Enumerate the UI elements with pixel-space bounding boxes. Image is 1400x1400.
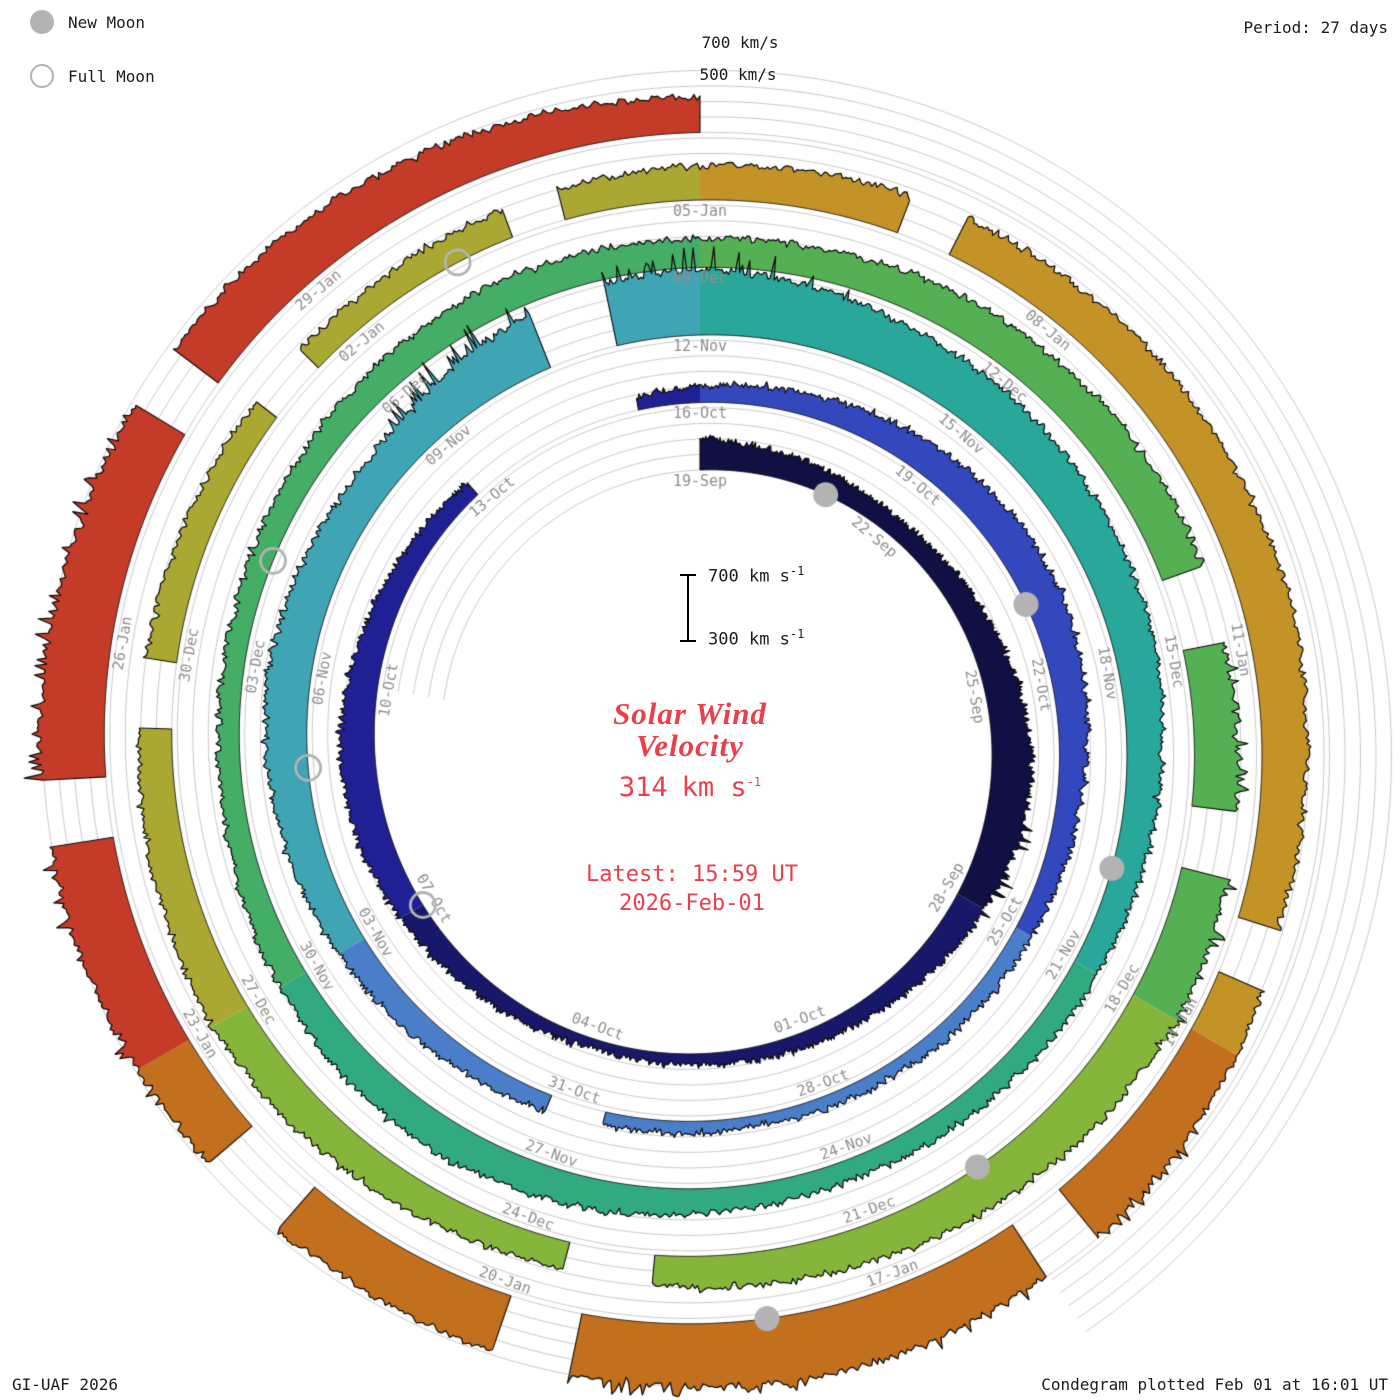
scale-700-value: 700 — [708, 566, 739, 587]
axis-label-500: 500 km/s — [699, 65, 777, 84]
legend-full-moon: Full Moon — [30, 62, 155, 90]
period-label: Period: 27 days — [1243, 18, 1389, 37]
axis-label-700: 700 km/s — [701, 33, 779, 52]
current-velocity-number: 314 — [618, 772, 668, 803]
scale-700-exp: -1 — [789, 564, 805, 578]
current-velocity-unit: km s — [681, 772, 747, 803]
scale-label-300: 300 km s-1 — [708, 627, 804, 650]
full-moon-label: Full Moon — [68, 66, 155, 86]
current-velocity-exp: -1 — [746, 775, 762, 789]
chart-title: Solar Wind Velocity — [613, 698, 767, 762]
scale-label-700: 700 km s-1 — [708, 564, 804, 587]
latest-date: 2026-Feb-01 — [619, 891, 765, 916]
chart-title-line1: Solar Wind — [613, 696, 767, 731]
latest-info: Latest: 15:59 UT 2026-Feb-01 — [586, 860, 798, 918]
velocity-scale-bar — [680, 574, 696, 642]
scale-300-exp: -1 — [789, 627, 805, 641]
legend-new-moon: New Moon — [30, 8, 155, 36]
chart-title-line2: Velocity — [636, 728, 744, 763]
plotted-label: Condegram plotted Feb 01 at 16:01 UT — [1041, 1375, 1388, 1394]
scale-300-value: 300 — [708, 629, 739, 650]
scale-300-unit: km s — [748, 629, 790, 650]
full-moon-icon — [30, 64, 54, 88]
new-moon-label: New Moon — [68, 12, 146, 32]
scale-700-unit: km s — [748, 566, 790, 587]
credit-label: GI-UAF 2026 — [12, 1375, 118, 1394]
latest-time: Latest: 15:59 UT — [586, 862, 798, 887]
new-moon-icon — [30, 10, 54, 34]
moon-legend: New Moon Full Moon — [30, 8, 155, 116]
current-velocity: 314 km s-1 — [619, 772, 761, 803]
